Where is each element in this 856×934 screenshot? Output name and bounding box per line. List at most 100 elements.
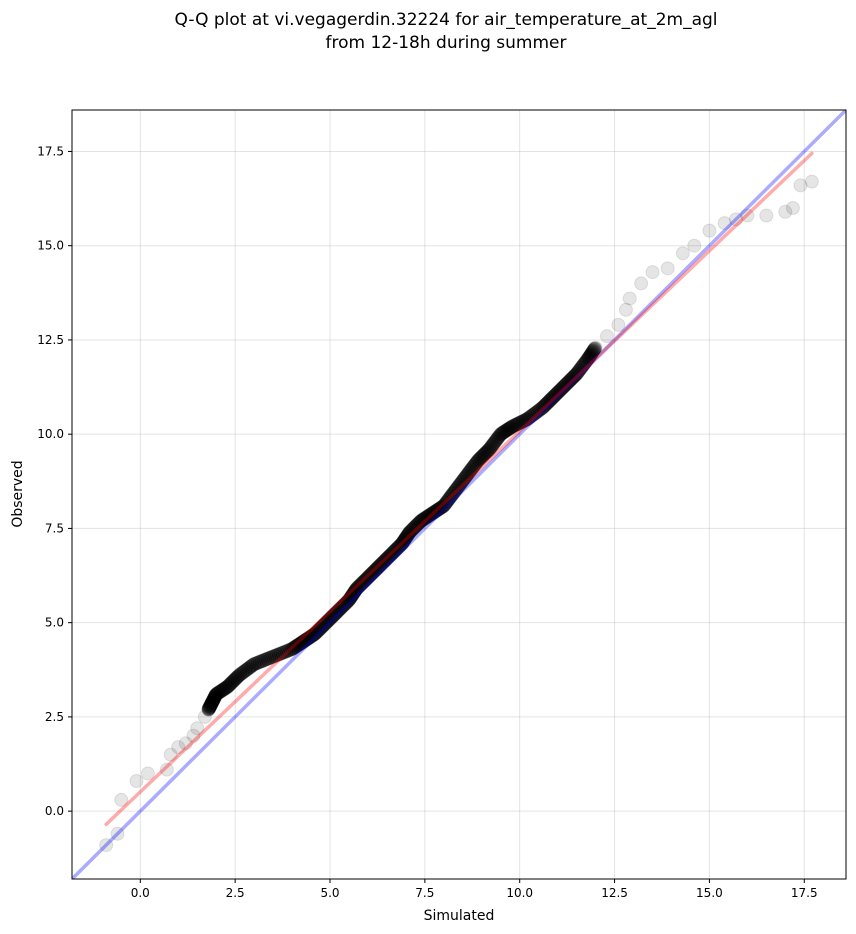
qq-point bbox=[269, 648, 284, 663]
qq-point bbox=[584, 346, 599, 361]
qq-point bbox=[329, 605, 344, 620]
qq-point bbox=[366, 564, 381, 579]
qq-point bbox=[311, 623, 326, 638]
qq-point bbox=[383, 547, 398, 562]
qq-point bbox=[778, 204, 793, 219]
qq-point bbox=[330, 604, 345, 619]
qq-point bbox=[586, 343, 601, 358]
qq-point bbox=[559, 377, 574, 392]
qq-point bbox=[349, 581, 364, 596]
qq-point bbox=[558, 378, 573, 393]
qq-point bbox=[319, 615, 334, 630]
qq-point bbox=[368, 562, 383, 577]
qq-point bbox=[493, 427, 508, 442]
qq-point bbox=[565, 371, 580, 386]
qq-point bbox=[371, 560, 386, 575]
qq-point bbox=[576, 357, 591, 372]
qq-point bbox=[568, 368, 583, 383]
qq-point bbox=[242, 660, 257, 675]
y-tick-label: 10.0 bbox=[37, 427, 64, 441]
qq-point bbox=[545, 390, 560, 405]
qq-point bbox=[337, 597, 352, 612]
qq-point bbox=[702, 223, 717, 238]
qq-point bbox=[247, 657, 262, 672]
qq-point bbox=[262, 651, 277, 666]
qq-point bbox=[500, 422, 515, 437]
qq-point bbox=[205, 695, 220, 710]
qq-point bbox=[376, 554, 391, 569]
qq-point bbox=[547, 388, 562, 403]
qq-point bbox=[599, 329, 614, 344]
qq-point bbox=[401, 526, 416, 541]
qq-point bbox=[488, 434, 503, 449]
qq-point bbox=[352, 578, 367, 593]
qq-point bbox=[260, 651, 275, 666]
qq-point bbox=[529, 405, 544, 420]
qq-point bbox=[687, 238, 702, 253]
title-line-1: Q-Q plot at vi.vegagerdin.32224 for air_… bbox=[174, 10, 717, 30]
qq-point bbox=[332, 602, 347, 617]
quantile-points bbox=[99, 174, 819, 853]
y-tick-label: 5.0 bbox=[45, 616, 64, 630]
qq-point bbox=[399, 529, 414, 544]
qq-point bbox=[457, 471, 472, 486]
qq-point bbox=[518, 412, 533, 427]
qq-point bbox=[437, 497, 452, 512]
x-tick-label: 12.5 bbox=[601, 886, 628, 900]
qq-point bbox=[560, 375, 575, 390]
qq-point bbox=[410, 517, 425, 532]
qq-point bbox=[441, 492, 456, 507]
qq-point bbox=[502, 421, 517, 436]
qq-point bbox=[435, 499, 450, 514]
qq-point bbox=[382, 548, 397, 563]
y-tick-label: 2.5 bbox=[45, 710, 64, 724]
qq-point bbox=[271, 647, 286, 662]
qq-point bbox=[458, 470, 473, 485]
qq-point bbox=[201, 702, 216, 717]
qq-point bbox=[320, 614, 335, 629]
qq-point bbox=[496, 425, 511, 440]
qq-point bbox=[549, 387, 564, 402]
qq-point bbox=[203, 699, 218, 714]
qq-point bbox=[304, 629, 319, 644]
qq-point bbox=[364, 567, 379, 582]
qq-point bbox=[222, 677, 237, 692]
qq-point bbox=[244, 659, 259, 674]
qq-point bbox=[728, 212, 743, 227]
qq-point bbox=[359, 571, 374, 586]
plot-frame bbox=[71, 109, 847, 880]
qq-point bbox=[228, 671, 243, 686]
qq-point bbox=[234, 666, 249, 681]
qq-point bbox=[208, 688, 223, 703]
qq-point bbox=[543, 392, 558, 407]
qq-point bbox=[424, 507, 439, 522]
qq-point bbox=[314, 620, 329, 635]
qq-point bbox=[439, 495, 454, 510]
qq-point bbox=[463, 464, 478, 479]
qq-point bbox=[447, 485, 462, 500]
qq-point bbox=[398, 530, 413, 545]
qq-point bbox=[422, 508, 437, 523]
qq-point bbox=[281, 643, 296, 658]
qq-point bbox=[508, 418, 523, 433]
qq-point bbox=[140, 766, 155, 781]
qq-point bbox=[295, 635, 310, 650]
qq-point bbox=[210, 686, 225, 701]
qq-point bbox=[569, 366, 584, 381]
qq-point bbox=[267, 648, 282, 663]
qq-point bbox=[456, 473, 471, 488]
qq-point bbox=[207, 691, 222, 706]
qq-point bbox=[286, 641, 301, 656]
fitted-line bbox=[104, 151, 814, 827]
qq-point bbox=[227, 672, 242, 687]
qq-point bbox=[398, 531, 413, 546]
qq-point bbox=[264, 650, 279, 665]
qq-point bbox=[245, 658, 260, 673]
qq-point bbox=[417, 511, 432, 526]
qq-point bbox=[305, 628, 320, 643]
qq-point bbox=[552, 383, 567, 398]
qq-point bbox=[296, 634, 311, 649]
qq-point bbox=[404, 522, 419, 537]
qq-point bbox=[434, 500, 449, 515]
